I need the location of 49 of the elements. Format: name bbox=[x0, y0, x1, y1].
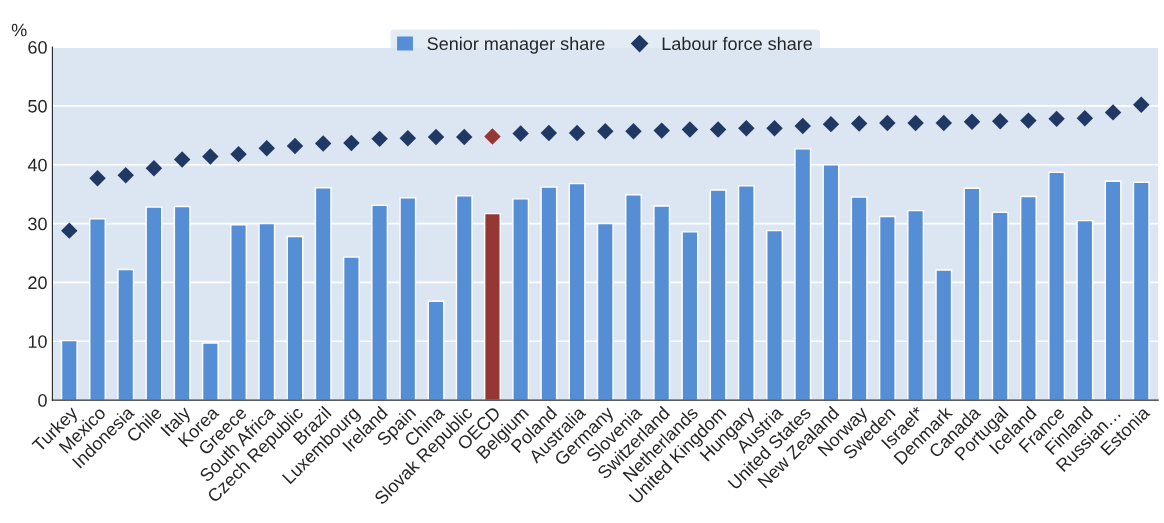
point bbox=[963, 113, 981, 131]
y-tick-label: 10 bbox=[28, 335, 47, 348]
point bbox=[258, 140, 275, 157]
legend-label: Labour force share bbox=[662, 36, 813, 51]
point bbox=[568, 124, 586, 142]
point bbox=[625, 122, 642, 140]
y-tick-label: 50 bbox=[28, 99, 47, 113]
point bbox=[117, 167, 134, 184]
point bbox=[879, 114, 896, 132]
point bbox=[484, 128, 501, 145]
point bbox=[512, 125, 529, 142]
y-tick-label: 30 bbox=[28, 217, 47, 231]
point bbox=[709, 121, 727, 138]
point bbox=[456, 128, 473, 146]
y-tick-label: 0 bbox=[38, 394, 47, 407]
point bbox=[1076, 110, 1094, 127]
point bbox=[991, 112, 1009, 130]
point bbox=[202, 148, 219, 165]
point bbox=[907, 114, 924, 132]
point bbox=[794, 117, 811, 135]
point bbox=[1104, 104, 1122, 121]
point bbox=[681, 121, 699, 138]
point bbox=[540, 124, 558, 142]
point bbox=[850, 115, 868, 132]
point bbox=[286, 137, 304, 155]
point bbox=[822, 115, 840, 133]
y-axis-title: % bbox=[11, 23, 27, 37]
point bbox=[173, 151, 191, 168]
point bbox=[1048, 110, 1065, 128]
point bbox=[1020, 112, 1037, 129]
point bbox=[145, 160, 163, 177]
y-tick-label: 20 bbox=[28, 276, 47, 290]
legend-label: Senior manager share bbox=[427, 36, 605, 54]
point bbox=[427, 128, 445, 146]
point bbox=[371, 130, 388, 148]
point bbox=[314, 135, 332, 152]
point bbox=[1133, 96, 1150, 113]
point bbox=[738, 120, 755, 137]
point bbox=[766, 120, 783, 137]
point bbox=[230, 145, 247, 163]
point bbox=[61, 222, 78, 239]
y-tick-label: 40 bbox=[27, 158, 47, 172]
point bbox=[597, 122, 614, 140]
point bbox=[935, 114, 953, 132]
point bbox=[89, 170, 106, 187]
point bbox=[399, 130, 417, 147]
y-tick-label: 60 bbox=[28, 41, 47, 54]
point bbox=[653, 122, 670, 139]
point bbox=[343, 134, 360, 152]
